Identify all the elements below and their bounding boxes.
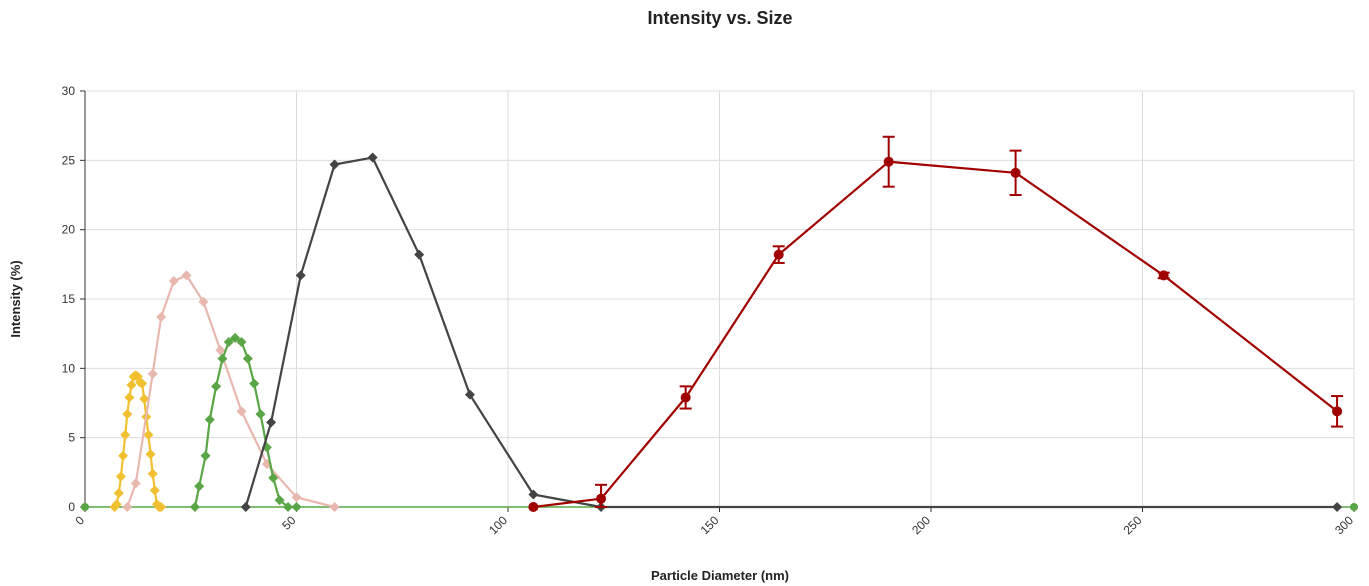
data-point [329, 502, 340, 512]
data-point [156, 502, 167, 512]
data-point [1010, 167, 1021, 178]
data-point [200, 450, 211, 461]
data-point [274, 495, 285, 506]
data-point [194, 481, 205, 492]
data-point [139, 393, 150, 404]
y-tick-label: 0 [68, 500, 75, 514]
data-point [223, 336, 234, 347]
series-3 [240, 152, 1343, 512]
data-point [115, 471, 126, 482]
data-point [255, 409, 266, 420]
data-point [111, 499, 122, 510]
x-tick-label: 200 [909, 513, 933, 537]
series-line [126, 274, 335, 509]
data-point [680, 392, 691, 403]
x-tick-label: 300 [1332, 513, 1356, 537]
data-point [145, 449, 156, 460]
data-point [266, 417, 277, 428]
data-point [149, 485, 160, 496]
data-point [118, 450, 129, 461]
data-point [113, 488, 124, 499]
y-tick-label: 20 [62, 223, 76, 237]
x-tick-label: 150 [698, 513, 722, 537]
data-point [414, 249, 425, 260]
x-tick-label: 250 [1121, 513, 1145, 537]
data-point [198, 296, 209, 307]
data-point [773, 249, 784, 260]
data-point [268, 472, 279, 483]
chart-title: Intensity vs. Size [647, 8, 792, 28]
data-point [596, 493, 607, 504]
series-line [533, 160, 1338, 509]
data-point [236, 406, 247, 417]
data-point [147, 468, 158, 479]
data-point [217, 353, 228, 364]
data-point [329, 159, 340, 170]
baseline-point [81, 503, 89, 511]
data-point [291, 492, 302, 503]
series-0 [109, 370, 167, 512]
data-point [464, 389, 475, 400]
baseline-point [1350, 503, 1358, 511]
data-point [204, 414, 215, 425]
data-point [283, 502, 294, 512]
data-point [122, 409, 133, 420]
data-point [120, 429, 131, 440]
y-tick-label: 25 [62, 153, 76, 167]
data-point [168, 275, 179, 286]
y-tick-label: 30 [62, 84, 76, 98]
grid [84, 90, 1355, 508]
data-point [143, 429, 154, 440]
data-point [242, 353, 253, 364]
data-point [230, 332, 241, 343]
data-point [211, 381, 222, 392]
data-point [124, 392, 135, 403]
data-point [249, 378, 260, 389]
data-point [189, 502, 200, 512]
data-point [528, 502, 539, 512]
data-point [147, 368, 158, 379]
series-line [244, 156, 1338, 509]
data-point [156, 312, 167, 323]
data-point [122, 502, 133, 512]
data-point [130, 478, 141, 489]
data-point [236, 336, 247, 347]
data-point [528, 489, 539, 500]
y-tick-label: 15 [62, 292, 76, 306]
data-point [883, 156, 894, 167]
series-2 [189, 332, 302, 512]
y-tick-label: 5 [68, 431, 75, 445]
series-4 [528, 135, 1344, 512]
data-point [291, 502, 302, 512]
data-point [181, 270, 192, 281]
x-axis-label: Particle Diameter (nm) [651, 568, 789, 583]
data-point [215, 345, 226, 356]
data-point [240, 502, 251, 512]
data-point [126, 379, 137, 390]
series-layer [81, 135, 1358, 512]
x-tick-label: 0 [72, 513, 87, 528]
data-point [1332, 502, 1343, 512]
y-tick-label: 10 [62, 361, 76, 375]
data-point [1332, 406, 1343, 417]
y-axis-label: Intensity (%) [8, 260, 23, 337]
x-tick-label: 100 [486, 513, 510, 537]
x-tick-label: 50 [279, 513, 299, 533]
data-point [295, 270, 306, 281]
data-point [367, 152, 378, 163]
data-point [1158, 270, 1169, 281]
data-point [137, 378, 148, 389]
